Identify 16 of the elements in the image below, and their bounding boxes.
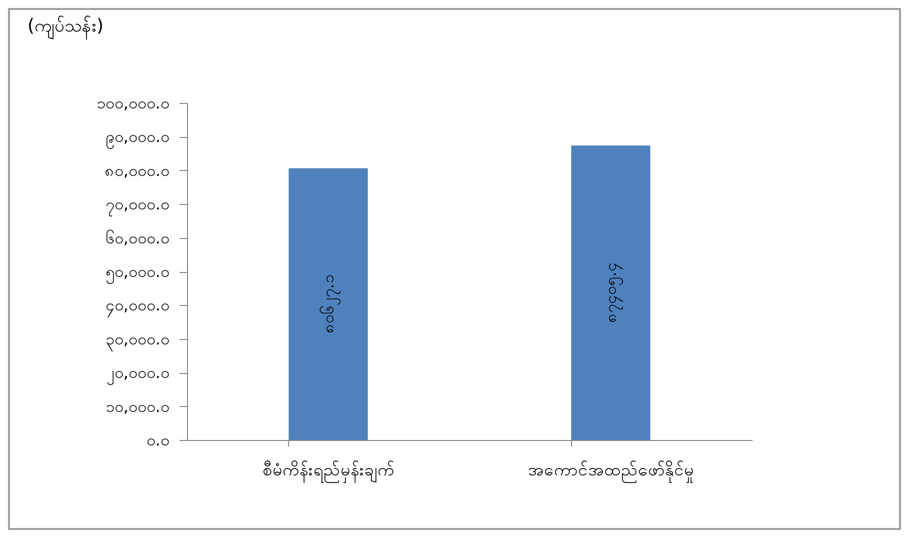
y-tick-label: ၂၀,၀၀၀.၀ bbox=[106, 363, 170, 386]
y-tick-label: ၃၀,၀၀၀.၀ bbox=[105, 329, 170, 352]
y-tick-label: ၀.၀ bbox=[146, 430, 170, 450]
y-tick-label: ၉၀,၀၀၀.၀ bbox=[105, 127, 170, 150]
data-label: ၈၇၄၀၅.၄ bbox=[600, 262, 623, 323]
data-label: ၈၀၆၂၇.၁ bbox=[318, 274, 340, 334]
y-axis-title: (ကျပ်သန်း) bbox=[28, 16, 104, 40]
y-tick-label: ၄၀,၀၀၀.၀ bbox=[105, 296, 170, 318]
y-tick-label: ၁၀၀,၀၀၀.၀ bbox=[96, 94, 170, 112]
x-tick-label: စီမံကိန်းရည်မှန်းချက် bbox=[262, 460, 394, 484]
y-tick-label: ၅၀,၀၀၀.၀ bbox=[105, 262, 170, 284]
x-tick-label: အကောင်အထည်ဖော်နိုင်မှု bbox=[528, 460, 694, 484]
y-tick-label: ၈၀,၀၀၀.၀ bbox=[104, 160, 170, 180]
y-tick-label: ၇၀,၀၀၀.၀ bbox=[105, 194, 170, 217]
y-tick-label: ၁၀,၀၀၀.၀ bbox=[105, 396, 170, 416]
y-tick-label: ၆၀,၀၀၀.၀ bbox=[105, 228, 170, 248]
